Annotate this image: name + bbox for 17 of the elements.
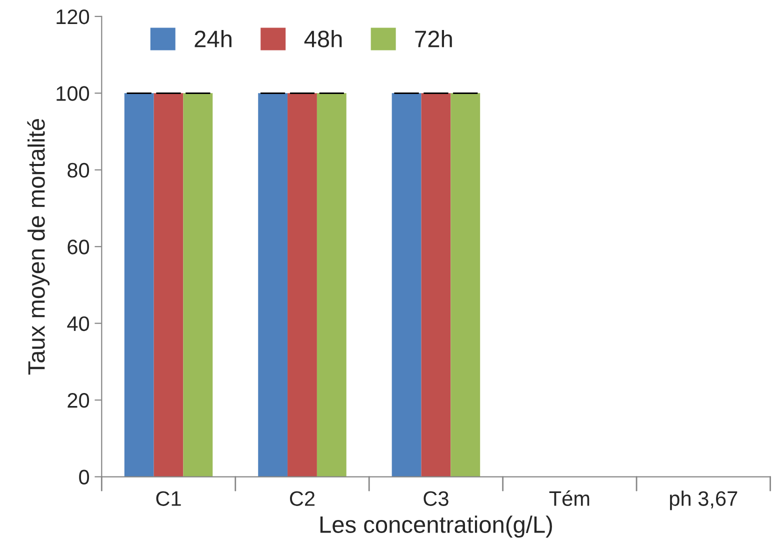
legend-label: 48h — [304, 30, 342, 48]
x-tick-label: C1 — [156, 491, 181, 506]
y-tick-label: 20 — [68, 393, 90, 408]
x-tick-label: C3 — [424, 491, 448, 506]
legend-label: 72h — [415, 30, 452, 48]
y-axis-title: Taux moyen de mortalité — [27, 119, 50, 375]
y-tick-label: 100 — [56, 86, 90, 101]
x-tick-label: Tém — [549, 490, 590, 506]
x-tick-label: C2 — [290, 491, 315, 506]
legend-label: 24h — [194, 30, 232, 48]
y-tick-label: 60 — [68, 240, 90, 254]
y-tick-label: 80 — [68, 162, 90, 178]
x-axis-title: Les concentration(g/L) — [320, 516, 552, 538]
y-tick-label: 120 — [56, 9, 90, 24]
y-tick-label: 0 — [79, 470, 90, 485]
x-tick-label: ph 3,67 — [670, 490, 738, 510]
y-tick-label: 40 — [67, 316, 90, 332]
